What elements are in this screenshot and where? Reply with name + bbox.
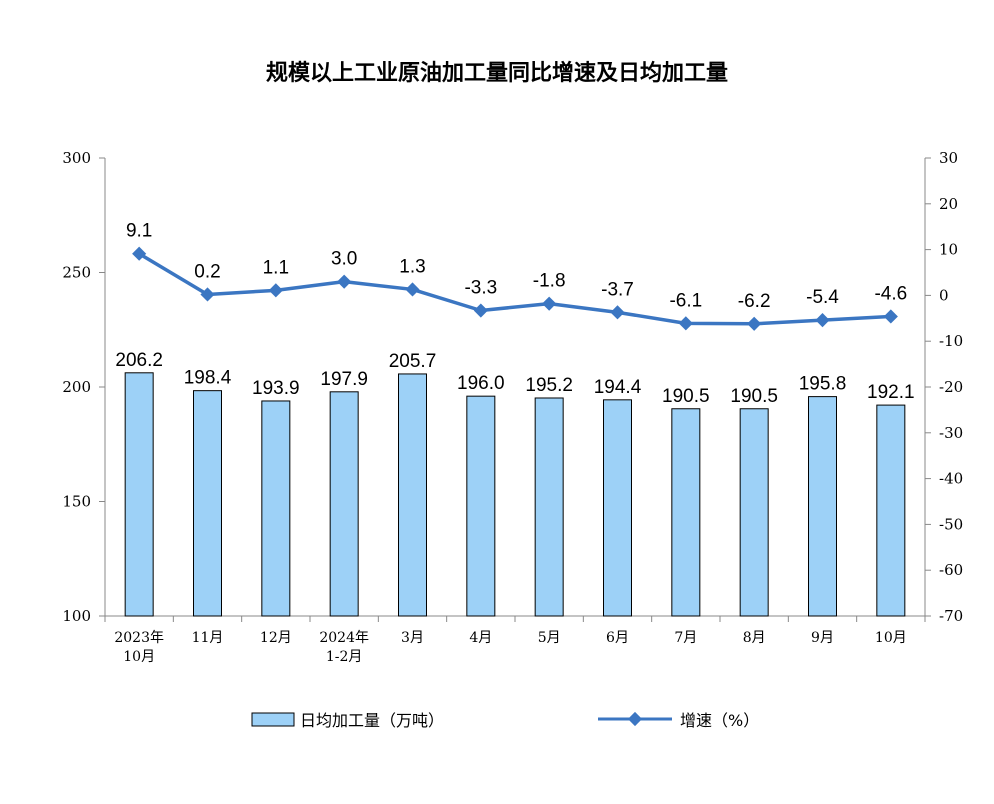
category-label: 4月 bbox=[469, 630, 492, 646]
category-label: 2023年 bbox=[114, 630, 164, 646]
left-tick-label: 100 bbox=[62, 607, 91, 625]
legend-line-marker bbox=[627, 711, 643, 727]
bar-labels: 206.2 198.4 193.9 197.9 205.7 196.0 195.2 194.4… bbox=[115, 350, 914, 407]
growth-value-label: -3.7 bbox=[601, 279, 634, 300]
growth-value-label: 1.1 bbox=[263, 257, 289, 278]
bar-value-label: 197.9 bbox=[320, 369, 368, 390]
bar-value-label: 196.0 bbox=[457, 373, 505, 394]
growth-value-label: -6.1 bbox=[669, 290, 702, 311]
right-tick-label: 0 bbox=[939, 286, 949, 304]
legend-bar-label: 日均加工量（万吨） bbox=[300, 711, 444, 730]
bar-value-label: 195.2 bbox=[525, 375, 573, 396]
growth-point bbox=[747, 316, 762, 331]
bar bbox=[124, 372, 154, 617]
left-tick-label: 150 bbox=[62, 493, 91, 511]
legend: 日均加工量（万吨） 增速（%） bbox=[251, 711, 759, 730]
category-label: 10月 bbox=[123, 649, 155, 665]
category-label: 6月 bbox=[606, 630, 629, 646]
right-tick-label: -20 bbox=[939, 378, 963, 396]
bar bbox=[534, 397, 564, 617]
bars bbox=[124, 372, 906, 617]
bar-value-label: 190.5 bbox=[662, 386, 710, 407]
right-tick-label: -30 bbox=[939, 424, 963, 442]
bar-value-label: 194.4 bbox=[594, 377, 642, 398]
right-tick-label: 20 bbox=[939, 195, 958, 213]
bar-value-label: 193.9 bbox=[252, 378, 300, 399]
growth-line bbox=[132, 246, 898, 331]
bar bbox=[398, 373, 427, 617]
category-label: 10月 bbox=[875, 630, 907, 646]
growth-point bbox=[883, 309, 898, 324]
growth-value-label: -6.2 bbox=[738, 291, 771, 312]
bar bbox=[603, 399, 632, 617]
legend-bar-swatch bbox=[251, 712, 295, 727]
chart-title: 规模以上工业原油加工量同比增速及日均加工量 bbox=[266, 60, 728, 86]
right-tick-label: 30 bbox=[939, 149, 958, 167]
bar bbox=[193, 390, 222, 617]
growth-value-label: 1.3 bbox=[399, 256, 425, 277]
growth-value-label: 3.0 bbox=[331, 249, 357, 270]
bar-value-label: 198.4 bbox=[184, 368, 232, 389]
line-labels: 9.1 0.2 1.1 3.0 1.3 -3.3 -1.8 -3.7 -6.1 -6.2 -5.4 -… bbox=[126, 221, 907, 312]
growth-value-label: -1.8 bbox=[533, 271, 566, 292]
category-label: 9月 bbox=[811, 630, 834, 646]
category-label: 12月 bbox=[260, 630, 292, 646]
bar bbox=[808, 396, 837, 617]
growth-value-label: 9.1 bbox=[126, 221, 152, 242]
growth-value-label: 0.2 bbox=[194, 261, 220, 282]
category-label: 7月 bbox=[674, 630, 697, 646]
bar-value-label: 192.1 bbox=[867, 382, 915, 403]
category-labels: 2023年 10月 11月 12月 2024年 1-2月 3月 4月 5月 6月 7月 8月 9月 10月 bbox=[114, 630, 906, 665]
growth-point bbox=[200, 287, 215, 302]
bar bbox=[739, 408, 769, 617]
right-tick-label: 10 bbox=[939, 241, 958, 259]
category-label: 11月 bbox=[192, 630, 224, 646]
growth-point bbox=[610, 305, 625, 320]
category-label: 2024年 bbox=[319, 630, 369, 646]
category-label: 8月 bbox=[743, 630, 766, 646]
bar bbox=[671, 408, 701, 617]
bar-value-label: 206.2 bbox=[115, 350, 163, 371]
bar bbox=[261, 400, 291, 617]
bar-value-label: 190.5 bbox=[730, 386, 778, 407]
legend-line-label: 增速（%） bbox=[680, 711, 759, 730]
bar-value-label: 205.7 bbox=[389, 351, 437, 372]
growth-line-path bbox=[138, 252, 891, 326]
growth-point bbox=[268, 283, 283, 298]
growth-point bbox=[678, 316, 693, 331]
growth-point bbox=[473, 303, 488, 318]
bar bbox=[466, 395, 496, 617]
left-tick-label: 300 bbox=[62, 149, 91, 167]
right-tick-label: -10 bbox=[939, 332, 963, 350]
category-label: 3月 bbox=[401, 630, 424, 646]
left-tick-label: 200 bbox=[62, 378, 91, 396]
category-label: 5月 bbox=[538, 630, 561, 646]
right-tick-label: -50 bbox=[939, 515, 963, 533]
growth-value-label: -4.6 bbox=[874, 283, 907, 304]
category-label: 1-2月 bbox=[326, 649, 363, 665]
growth-value-label: -3.3 bbox=[464, 278, 497, 299]
bar-value-label: 195.8 bbox=[799, 374, 847, 395]
bar bbox=[876, 404, 906, 617]
growth-point bbox=[405, 282, 420, 297]
right-tick-label: -70 bbox=[939, 607, 963, 625]
growth-point bbox=[815, 313, 830, 328]
bar bbox=[329, 391, 359, 617]
growth-point bbox=[542, 296, 557, 311]
growth-value-label: -5.4 bbox=[806, 287, 839, 308]
right-tick-label: -40 bbox=[939, 470, 963, 488]
left-tick-label: 250 bbox=[62, 264, 91, 282]
axes: 100 150 200 250 300 -70 -60 -50 -40 -30 -20 -10 0 10 2… bbox=[62, 149, 963, 625]
growth-point bbox=[337, 274, 352, 289]
right-tick-label: -60 bbox=[939, 561, 963, 579]
